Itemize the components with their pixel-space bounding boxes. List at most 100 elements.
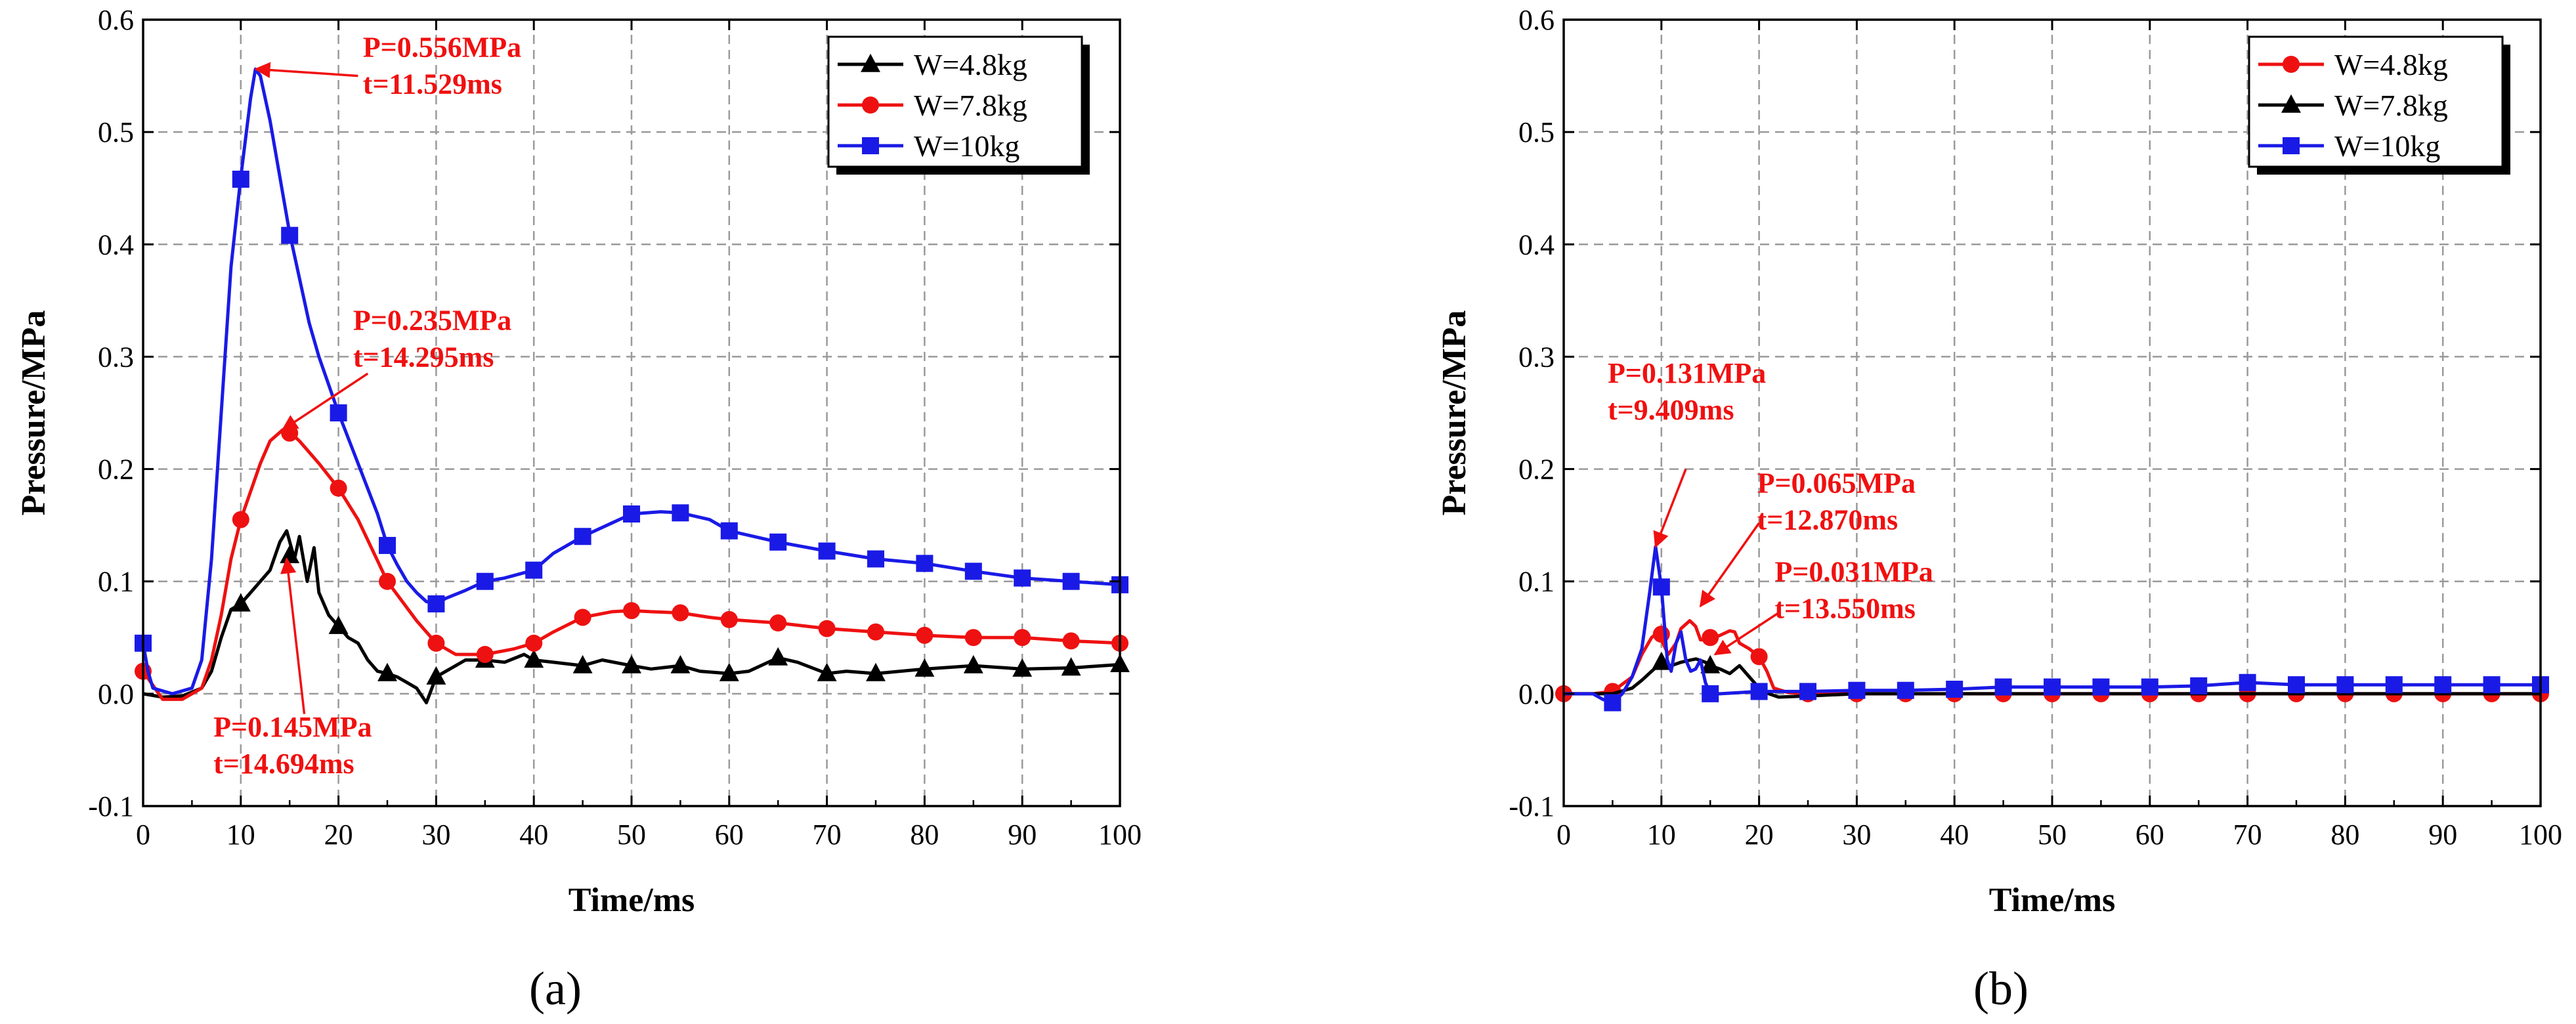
series-point (2434, 676, 2452, 694)
x-tick-label: 100 (2519, 819, 2562, 851)
series-point (1750, 648, 1768, 666)
series-point (330, 479, 347, 497)
series-point (1848, 681, 1866, 699)
series-W=10kg (135, 67, 1128, 696)
series-point (1700, 654, 1721, 673)
y-tick-label: 0.5 (1518, 116, 1555, 148)
chart-panel-a: 0 10 20 30 40 50 60 70 80 90 100 -0.1 0.0 0.1 0.2 0.3 0.… (15, 4, 1142, 1015)
x-tick-label: 10 (1647, 819, 1676, 851)
annotation: P=0.235MPa t=14.295ms (281, 304, 511, 431)
x-tick-label: 0 (136, 819, 150, 851)
series-point (867, 550, 884, 568)
x-tick-label: 40 (519, 819, 548, 851)
annotation-text: t=11.529ms (363, 68, 502, 100)
series-point (1652, 578, 1670, 596)
series-point (525, 634, 543, 652)
legend-label: W=4.8kg (2334, 48, 2448, 81)
series-point (379, 536, 396, 554)
annotation-text: P=0.145MPa (213, 711, 372, 743)
annotation-text: P=0.065MPa (1757, 467, 1916, 500)
annotation-text: P=0.131MPa (1608, 357, 1766, 389)
x-tick-label: 70 (813, 819, 842, 851)
y-tick-label: 0.3 (1518, 341, 1555, 373)
series-point (964, 563, 982, 580)
x-tick-label: 30 (1842, 819, 1871, 851)
series-point (670, 654, 691, 673)
series-point (427, 595, 445, 612)
series-point (2141, 678, 2158, 696)
x-tick-label: 20 (1745, 819, 1774, 851)
annotation: P=0.031MPa t=13.550ms (1713, 556, 1933, 656)
series-point (525, 561, 543, 579)
legend-label: W=7.8kg (2334, 89, 2448, 122)
series-line (141, 428, 1121, 701)
series-point (1946, 681, 1964, 698)
x-tick-label: 90 (1008, 819, 1037, 851)
annotation-arrow (1653, 468, 1687, 548)
x-tick-label: 30 (421, 819, 450, 851)
x-tick-label: 60 (715, 819, 744, 851)
y-tick-label: 0.4 (98, 228, 134, 261)
y-tick-label: 0.0 (98, 678, 134, 710)
series-point (1014, 629, 1031, 647)
legend-marker (2283, 137, 2300, 154)
series-point (1062, 572, 1080, 590)
y-tick-label: 0.6 (1518, 4, 1555, 36)
series-point (2385, 676, 2403, 694)
series-point (817, 662, 837, 681)
legend-label: W=7.8kg (914, 89, 1027, 122)
series-point (623, 505, 640, 523)
legend-marker (2283, 56, 2300, 73)
series-point (867, 623, 884, 641)
x-tick-label: 80 (2330, 819, 2359, 851)
series-point (230, 593, 251, 612)
annotation-arrow (280, 557, 306, 714)
panel-label: (b) (1973, 962, 2029, 1015)
legend-marker (862, 96, 879, 114)
annotation-text: t=13.550ms (1774, 593, 1916, 625)
series-point (572, 654, 593, 673)
y-axis-label: Pressure/MPa (1436, 310, 1473, 516)
series-point (1062, 632, 1080, 650)
annotation: P=0.145MPa t=14.694ms (213, 557, 372, 780)
series-point (1897, 681, 1914, 699)
annotation-text: P=0.556MPa (363, 31, 521, 63)
y-tick-label: 0.6 (98, 4, 134, 36)
series-point (720, 522, 738, 540)
y-tick-label: 0.1 (1518, 566, 1555, 598)
series-point (818, 542, 836, 560)
series-point (1652, 626, 1670, 643)
series-point (2483, 676, 2501, 694)
x-tick-label: 100 (1098, 819, 1142, 851)
annotation: P=0.556MPa t=11.529ms (254, 31, 521, 100)
series-point (2044, 678, 2061, 696)
series-point (1702, 629, 1719, 647)
series-point (426, 666, 446, 685)
series-point (1061, 657, 1081, 676)
x-tick-label: 90 (2428, 819, 2457, 851)
annotation-arrow (281, 372, 369, 431)
series-point (476, 572, 494, 590)
x-axis-label: Time/ms (569, 882, 695, 919)
x-tick-label: 50 (2038, 819, 2067, 851)
series-point (1702, 685, 1719, 702)
series-point (379, 572, 396, 590)
series-W=4.8kg (142, 529, 1130, 704)
y-tick-label: 0.4 (1518, 228, 1555, 261)
x-tick-label: 20 (324, 819, 353, 851)
series-W=7.8kg (135, 424, 1128, 701)
series-point (866, 662, 886, 681)
x-tick-label: 50 (617, 819, 646, 851)
y-tick-label: -0.1 (1509, 790, 1555, 822)
series-point (1014, 569, 1031, 587)
x-tick-label: 40 (1940, 819, 1969, 851)
series-point (672, 504, 689, 522)
legend-marker (861, 53, 880, 72)
series-point (2092, 678, 2110, 696)
x-tick-label: 60 (2136, 819, 2164, 851)
y-tick-label: 0.2 (98, 454, 134, 486)
legend: W=4.8kg W=7.8kg W=10kg (827, 35, 1090, 175)
annotation-arrow (1713, 612, 1780, 656)
series-point (720, 610, 738, 628)
y-tick-label: 0.3 (98, 341, 134, 373)
